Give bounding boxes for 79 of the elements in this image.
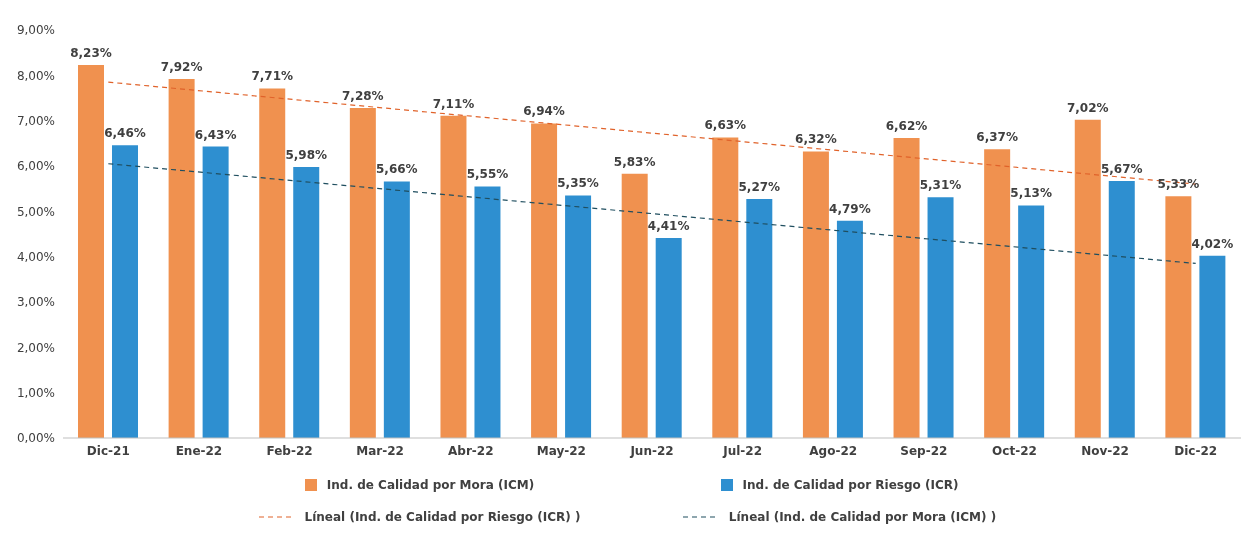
- bar: [293, 166, 320, 438]
- bar: [1199, 255, 1226, 438]
- data-label: 5,98%: [285, 147, 328, 162]
- bar: [836, 220, 863, 438]
- legend-label: Líneal (Ind. de Calidad por Riesgo (ICR) ): [304, 510, 581, 524]
- bar: [1018, 205, 1045, 438]
- data-label: 7,28%: [342, 88, 384, 103]
- x-tick-label: Feb-22: [266, 443, 313, 458]
- data-label: 7,02%: [1066, 100, 1109, 115]
- bar: [349, 107, 376, 438]
- x-tick-label: Nov-22: [1081, 443, 1129, 458]
- x-tick-label: Sep-22: [900, 443, 948, 458]
- data-label: 5,13%: [1010, 186, 1052, 201]
- data-label: 5,66%: [376, 162, 418, 177]
- bar: [259, 88, 286, 438]
- data-label: 7,92%: [160, 59, 203, 74]
- data-label: 5,31%: [919, 178, 962, 193]
- y-tick-label: 7,00%: [16, 113, 55, 128]
- bar: [927, 197, 954, 438]
- x-tick-label: Mar-22: [356, 443, 404, 458]
- data-label: 4,79%: [829, 201, 871, 216]
- y-tick-label: 3,00%: [16, 295, 55, 310]
- data-label: 8,23%: [70, 45, 112, 60]
- data-label: 6,37%: [976, 130, 1018, 145]
- bar: [984, 149, 1011, 438]
- bar: [565, 195, 592, 438]
- y-tick-label: 0,00%: [16, 431, 55, 446]
- legend-label: Líneal (Ind. de Calidad por Mora (ICM) ): [728, 510, 997, 524]
- data-label: 5,67%: [1100, 161, 1143, 176]
- bar: [168, 78, 195, 438]
- x-tick-label: Ene-22: [175, 443, 223, 458]
- data-label: 6,46%: [104, 126, 146, 141]
- y-tick-label: 9,00%: [16, 23, 55, 38]
- x-tick-label: Ago-22: [809, 443, 858, 458]
- data-label: 5,35%: [557, 176, 599, 191]
- data-label: 5,83%: [613, 154, 656, 169]
- legend-label: Ind. de Calidad por Riesgo (ICR): [742, 478, 959, 492]
- bar: [78, 64, 104, 438]
- y-tick-label: 5,00%: [16, 204, 55, 219]
- bar: [746, 199, 773, 438]
- bar: [655, 238, 682, 438]
- bar: [440, 115, 467, 438]
- x-tick-label: Oct-22: [992, 443, 1037, 458]
- bar: [712, 137, 739, 438]
- data-label: 6,43%: [194, 127, 237, 142]
- data-label: 6,62%: [885, 118, 928, 133]
- y-tick-label: 4,00%: [16, 249, 55, 264]
- data-label: 7,11%: [432, 96, 475, 111]
- x-tick-label: Jun-22: [629, 443, 674, 458]
- y-tick-label: 6,00%: [16, 159, 55, 174]
- bar: [112, 145, 138, 438]
- data-label: 5,33%: [1157, 177, 1200, 192]
- data-label: 7,71%: [251, 69, 294, 84]
- legend-label: Ind. de Calidad por Mora (ICM): [326, 478, 535, 492]
- bar: [474, 186, 501, 438]
- bar: [802, 151, 829, 438]
- x-tick-label: Jul-22: [722, 443, 763, 458]
- x-tick-label: Dic-22: [1174, 443, 1218, 458]
- bar: [1108, 180, 1135, 438]
- y-tick-label: 2,00%: [16, 340, 55, 355]
- bar: [531, 123, 558, 438]
- bar: [383, 181, 410, 438]
- y-tick-label: 1,00%: [16, 385, 55, 400]
- x-tick-label: May-22: [536, 443, 586, 458]
- bar: [621, 173, 648, 438]
- data-label: 6,32%: [795, 132, 837, 147]
- x-tick-label: Dic-21: [86, 443, 130, 458]
- data-label: 4,02%: [1191, 236, 1234, 251]
- bar: [893, 137, 920, 438]
- data-label: 5,55%: [466, 167, 509, 182]
- data-label: 5,27%: [738, 180, 781, 195]
- data-label: 6,63%: [704, 118, 747, 133]
- y-tick-label: 8,00%: [16, 68, 55, 83]
- bar: [1074, 119, 1101, 438]
- x-tick-label: Abr-22: [448, 443, 494, 458]
- bar: [202, 146, 229, 438]
- data-label: 4,41%: [647, 219, 690, 234]
- bar: [1165, 196, 1192, 438]
- data-label: 6,94%: [523, 104, 565, 119]
